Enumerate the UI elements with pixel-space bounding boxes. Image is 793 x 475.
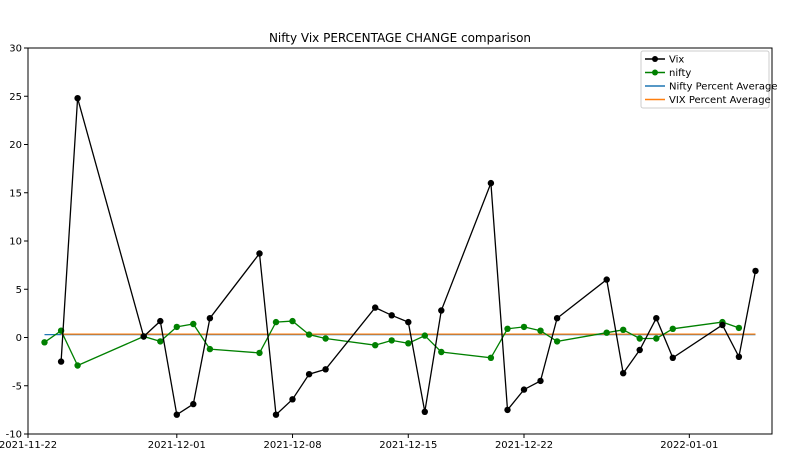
- data-point-nifty: [157, 338, 164, 345]
- data-point-vix: [487, 179, 495, 187]
- data-point-nifty: [256, 349, 263, 357]
- data-point-vix: [520, 386, 528, 393]
- data-point-nifty: [322, 335, 329, 342]
- data-point-vix: [74, 95, 81, 102]
- data-point-vix: [636, 346, 643, 354]
- legend-item-vix: Vix: [645, 55, 684, 66]
- legend-item-vix-percent-average: VIX Percent Average: [645, 95, 771, 106]
- data-point-nifty: [190, 320, 197, 328]
- data-point-vix: [388, 312, 395, 319]
- data-point-vix: [157, 317, 164, 325]
- legend-marker: [652, 69, 658, 76]
- x-tick-label: 2021-11-22: [0, 440, 57, 451]
- data-point-nifty: [305, 331, 313, 338]
- legend-marker: [652, 56, 658, 62]
- y-tick-label: -5: [12, 381, 22, 392]
- legend-label: VIX Percent Average: [669, 95, 771, 106]
- data-point-vix: [421, 408, 428, 415]
- data-point-vix: [653, 315, 660, 322]
- series-vix: [57, 95, 759, 418]
- data-point-vix: [669, 354, 676, 361]
- data-point-vix: [620, 370, 627, 377]
- data-point-vix: [603, 276, 610, 283]
- data-point-nifty: [74, 362, 81, 369]
- y-tick-label: 25: [9, 92, 22, 103]
- data-point-nifty: [653, 335, 660, 342]
- y-tick-label: 20: [9, 140, 22, 151]
- legend-item-nifty: nifty: [645, 68, 691, 79]
- legend-label: nifty: [669, 68, 691, 79]
- data-point-vix: [438, 307, 445, 314]
- data-point-nifty: [537, 327, 544, 334]
- data-point-vix: [405, 318, 412, 326]
- data-point-vix: [289, 396, 296, 403]
- data-point-vix: [752, 267, 759, 275]
- data-point-nifty: [603, 329, 610, 336]
- series-nifty: [41, 317, 743, 369]
- data-point-vix: [206, 315, 214, 322]
- x-tick-label: 2021-12-08: [263, 440, 321, 451]
- series-layer: [41, 95, 759, 418]
- x-tick-label: 2021-12-15: [379, 440, 437, 451]
- data-point-nifty: [520, 323, 528, 331]
- data-point-vix: [173, 411, 180, 418]
- data-point-vix: [256, 250, 263, 257]
- legend: Vix nifty Nifty Percent Average VIX Percent…: [640, 50, 778, 109]
- data-point-vix: [719, 321, 726, 329]
- data-point-nifty: [421, 332, 428, 339]
- x-axis: 2021-11-22 2021-12-01 2021-12-08 2021-12-15…: [0, 434, 718, 451]
- x-tick-label: 2022-01-01: [660, 440, 718, 451]
- legend-box: [640, 50, 770, 109]
- chart-title: Nifty Vix PERCENTAGE CHANGE comparison: [269, 31, 531, 45]
- x-tick-label: 2021-12-22: [495, 440, 553, 451]
- data-point-nifty: [173, 323, 180, 331]
- legend-label: Vix: [669, 55, 684, 66]
- y-tick-label: 0: [16, 333, 22, 344]
- data-point-nifty: [272, 318, 280, 326]
- data-point-vix: [57, 358, 65, 365]
- data-point-nifty: [41, 339, 48, 346]
- y-axis: -10 -5 0 5 10 15 20 25 30: [6, 44, 28, 441]
- data-point-nifty: [669, 325, 676, 332]
- data-point-vix: [140, 333, 147, 340]
- series-line-vix: [60, 98, 757, 417]
- data-point-nifty: [735, 324, 743, 332]
- data-point-nifty: [636, 335, 643, 342]
- data-point-nifty: [388, 337, 395, 344]
- y-tick-label: 30: [9, 44, 22, 55]
- y-tick-label: 5: [16, 285, 22, 296]
- data-point-nifty: [289, 317, 296, 325]
- data-point-nifty: [438, 348, 445, 356]
- data-point-vix: [504, 406, 511, 414]
- y-tick-label: -10: [6, 430, 22, 441]
- data-point-vix: [322, 366, 329, 373]
- data-point-vix: [305, 371, 313, 378]
- data-point-vix: [735, 353, 743, 360]
- legend-item-nifty-percent-average: Nifty Percent Average: [645, 82, 778, 93]
- data-point-vix: [190, 400, 197, 408]
- data-point-nifty: [553, 338, 561, 345]
- data-point-nifty: [372, 342, 379, 349]
- data-point-vix: [372, 304, 379, 311]
- legend-label: Nifty Percent Average: [669, 82, 778, 93]
- data-point-vix: [537, 377, 544, 385]
- y-tick-label: 15: [9, 188, 22, 199]
- data-point-nifty: [620, 326, 627, 333]
- data-point-nifty: [487, 354, 495, 361]
- data-point-vix: [553, 315, 561, 322]
- y-tick-label: 10: [9, 237, 22, 248]
- data-point-nifty: [206, 345, 214, 353]
- x-tick-label: 2021-12-01: [148, 440, 206, 451]
- data-point-nifty: [504, 325, 511, 332]
- data-point-nifty: [405, 340, 412, 347]
- data-point-vix: [272, 411, 280, 418]
